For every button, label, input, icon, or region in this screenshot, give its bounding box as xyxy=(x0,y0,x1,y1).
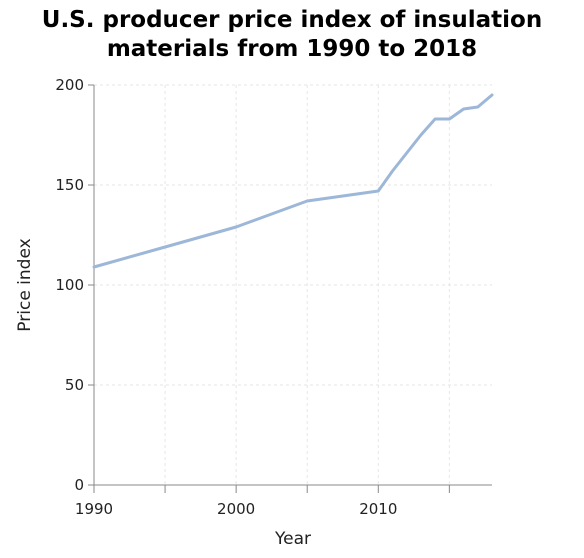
series-line xyxy=(92,93,494,269)
grid-lines xyxy=(94,84,492,485)
series-lines xyxy=(92,93,494,269)
chart-title-line-2: materials from 1990 to 2018 xyxy=(106,36,478,62)
axes xyxy=(88,84,492,493)
tick-labels: 0 50 100 150 200 1990 2000 2010 xyxy=(55,76,397,518)
x-tick-label: 2010 xyxy=(359,500,397,518)
x-tick-label: 2000 xyxy=(217,500,255,518)
y-tick-label: 0 xyxy=(74,476,84,494)
x-tick-label: 1990 xyxy=(75,500,113,518)
chart-title-line-1: U.S. producer price index of insulation xyxy=(41,7,543,33)
y-tick-label: 50 xyxy=(65,376,84,394)
y-tick-label: 100 xyxy=(55,276,84,294)
y-tick-label: 150 xyxy=(55,176,84,194)
chart-title: U.S. producer price index of insulation … xyxy=(0,6,584,64)
y-tick-label: 200 xyxy=(55,76,84,94)
y-axis-label: Price index xyxy=(15,238,35,331)
x-axis-label: Year xyxy=(274,529,311,549)
